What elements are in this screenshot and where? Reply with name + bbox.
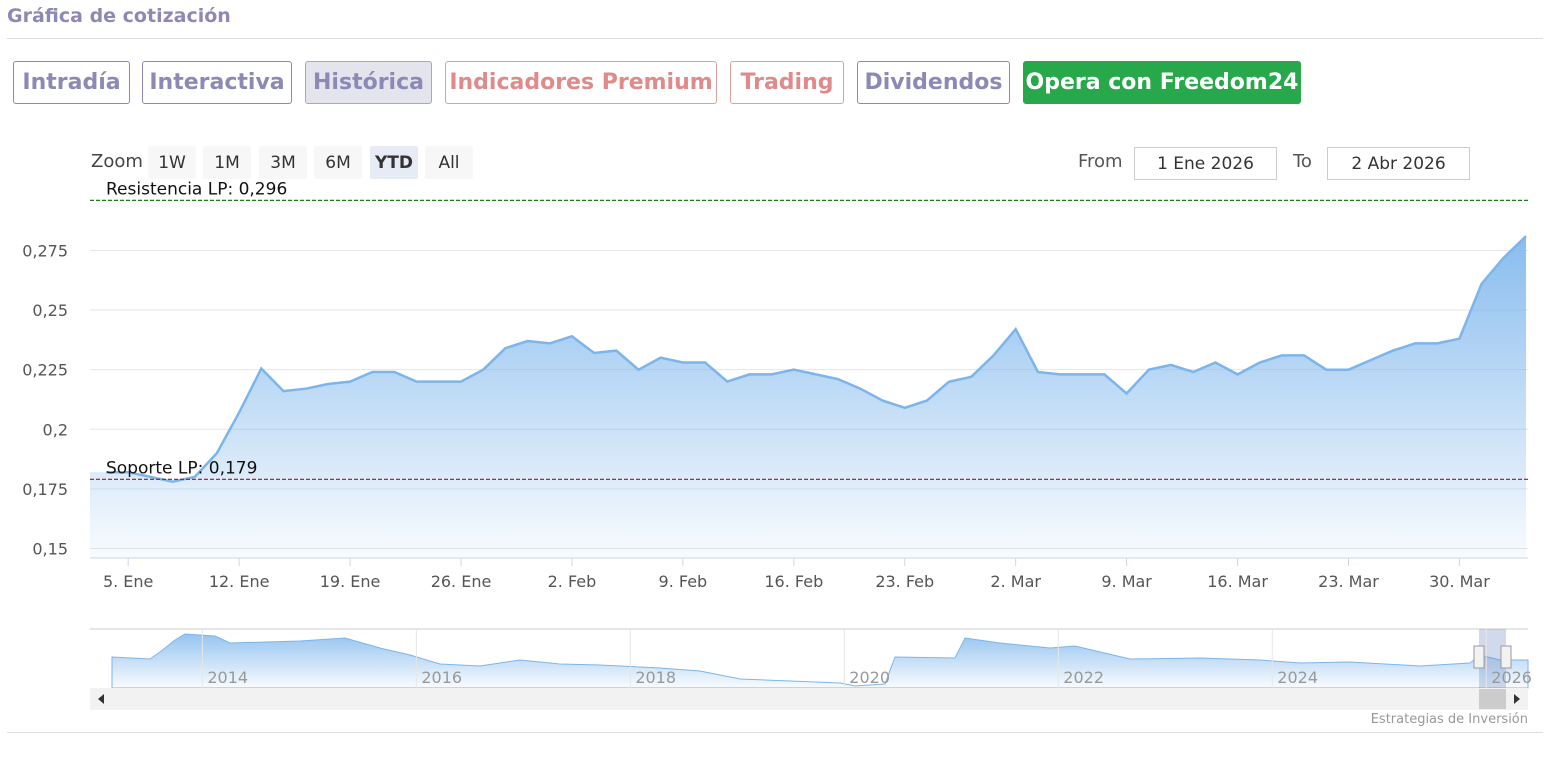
y-tick-label: 0,25 [32,301,68,320]
line [106,235,1527,483]
tab-button[interactable]: Interactiva [142,61,292,104]
widget-title: Gráfica de cotización [7,5,231,27]
zoom-button[interactable]: 1M [203,146,251,179]
tab-button[interactable]: Intradía [13,61,130,104]
x-tick-label: 12. Ene [209,572,270,591]
from-input[interactable]: 1 Ene 2026 [1134,147,1277,180]
scrollbar-thumb[interactable] [1479,689,1506,709]
x-tick-label: 19. Ene [320,572,381,591]
navigator-tick-label: 2020 [849,668,890,687]
navigator-handle[interactable] [1500,645,1512,669]
zoom-button[interactable]: 1W [148,146,196,179]
navigator-tick-label: 2026 [1491,668,1532,687]
x-tick-label: 23. Mar [1318,572,1379,591]
to-input[interactable]: 2 Abr 2026 [1327,147,1470,180]
tab-button[interactable]: Indicadores Premium [445,61,717,104]
navigator: 2014 2016 2018 2020 2022 2024 2026 [90,628,1532,710]
zoom-button[interactable]: All [425,146,473,179]
y-tick-label: 0,275 [22,241,68,260]
navigator-series [111,633,1529,689]
zoom-button[interactable]: 6M [314,146,362,179]
tab-button[interactable]: Trading [730,61,844,104]
x-tick-label: 2. Feb [548,572,597,591]
zoom-label: Zoom [91,151,143,172]
navigator-tick-label: 2016 [421,668,462,687]
x-tick-label: 23. Feb [875,572,934,591]
divider [7,732,1543,733]
navigator-tick-label: 2024 [1277,668,1318,687]
plot-line-label: Soporte LP: 0,179 [106,458,257,478]
tab-button[interactable]: Opera con Freedom24 [1023,61,1301,104]
x-tick-label: 9. Mar [1101,572,1152,591]
plot-line-label: Resistencia LP: 0,296 [106,179,287,199]
y-tick-label: 0,175 [22,480,68,499]
to-label: To [1293,151,1312,172]
divider [7,38,1543,39]
x-tick-label: 16. Feb [764,572,823,591]
y-tick-label: 0,15 [32,539,68,558]
zoom-button[interactable]: YTD [370,146,418,179]
x-tick-label: 9. Feb [659,572,708,591]
scrollbar[interactable] [90,688,1528,710]
from-label: From [1078,151,1123,172]
x-tick-label: 16. Mar [1207,572,1268,591]
credit: Estrategias de Inversión [1370,712,1528,727]
navigator-tick-label: 2014 [207,668,248,687]
tab-button[interactable]: Histórica [305,61,432,104]
x-tick-label: 26. Ene [431,572,492,591]
y-tick-label: 0,225 [22,361,68,380]
navigator-tick-label: 2018 [635,668,676,687]
x-tick-label: 2. Mar [990,572,1041,591]
x-tick-label: 5. Ene [103,572,153,591]
y-tick-label: 0,2 [43,420,68,439]
navigator-tick-label: 2022 [1063,668,1104,687]
zoom-button[interactable]: 3M [259,146,307,179]
area [90,236,1526,558]
x-tick-label: 30. Mar [1429,572,1490,591]
tab-button[interactable]: Dividendos [857,61,1010,104]
navigator-handle[interactable] [1473,645,1485,669]
